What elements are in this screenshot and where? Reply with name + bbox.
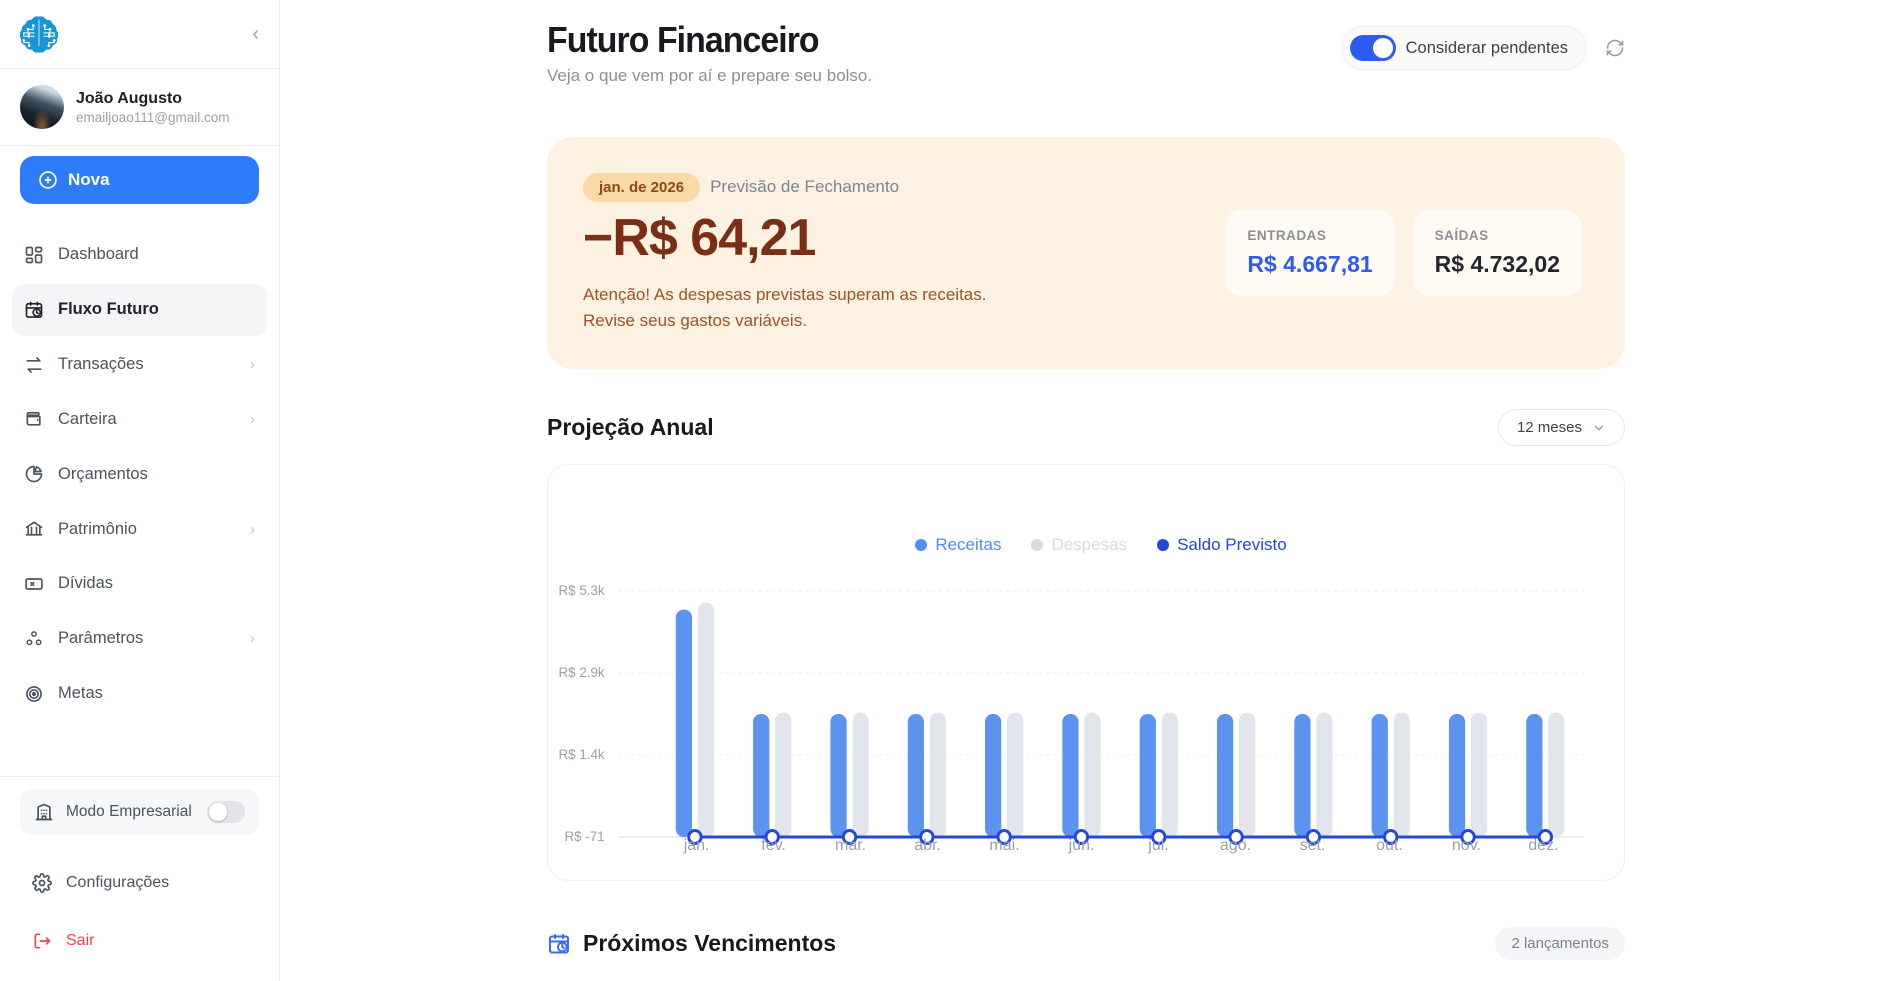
svg-text:R$ 2.9k: R$ 2.9k (558, 665, 604, 680)
svg-text:R$ -71: R$ -71 (564, 829, 604, 844)
svg-text:R$ 5.3k: R$ 5.3k (558, 583, 604, 598)
svg-text:R$ 1.4k: R$ 1.4k (558, 747, 604, 762)
